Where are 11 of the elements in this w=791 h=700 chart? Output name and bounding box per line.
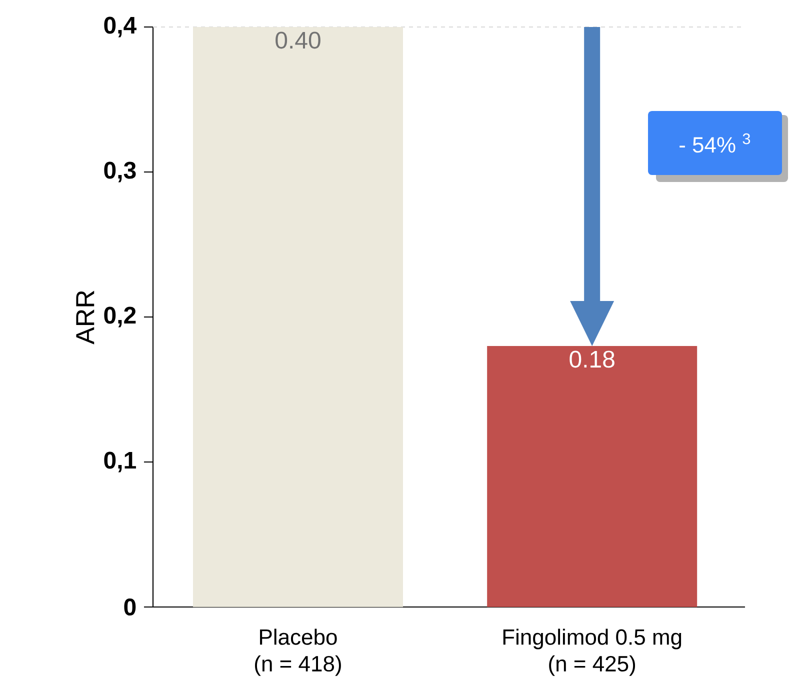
y-tick-label: 0,2 <box>104 306 136 328</box>
y-tick-label: 0,1 <box>104 452 136 472</box>
x-tick-label: Fingolimod 0.5 mg (n = 425) <box>503 628 682 676</box>
data-label: 0.40 <box>276 32 320 49</box>
data-label: 0.18 <box>570 350 614 368</box>
y-tick-label: 0,4 <box>104 16 136 38</box>
annotation: - 54% $^{3}$ <box>680 133 750 153</box>
y-tick-label: 0 <box>124 598 136 616</box>
y-tick-label: 0,3 <box>104 162 136 182</box>
x-tick-label: Placebo (n = 418) <box>255 628 341 676</box>
y-axis-title: ARR <box>76 290 94 344</box>
